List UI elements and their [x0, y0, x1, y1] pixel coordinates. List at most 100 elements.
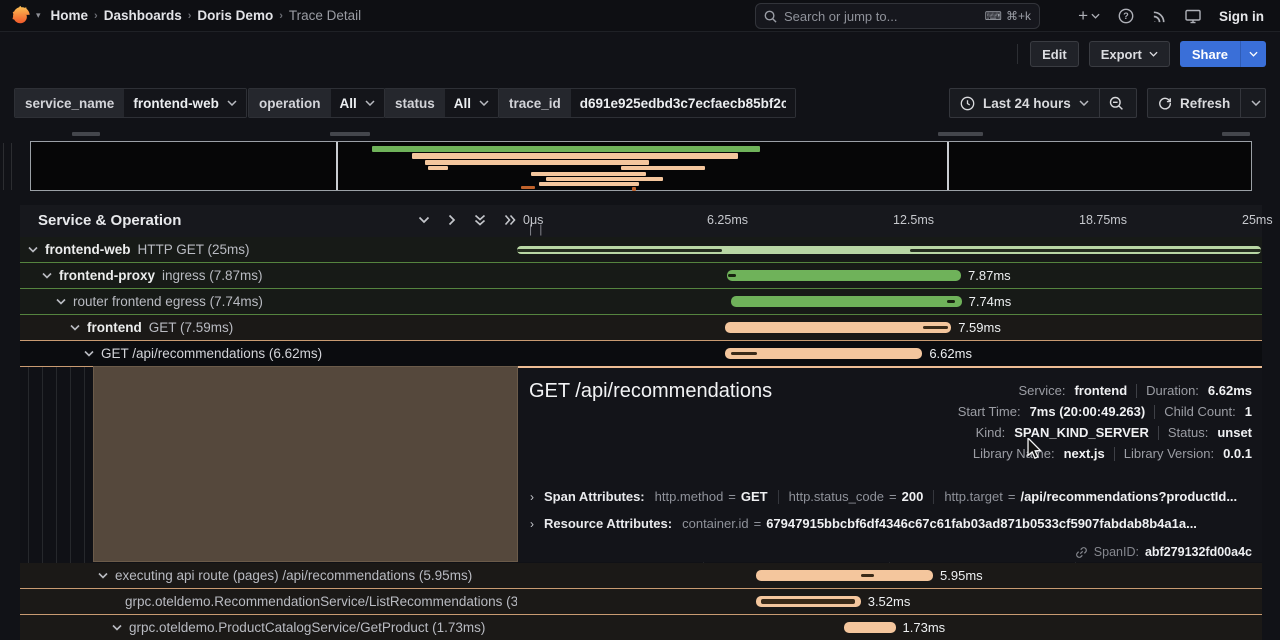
help-button[interactable]: ?	[1118, 8, 1134, 24]
breadcrumb-separator-icon: ›	[187, 9, 192, 22]
chevron-down-icon	[1091, 13, 1100, 19]
expand-all-icon[interactable]	[504, 214, 516, 226]
span-duration-label: 1.73ms	[902, 620, 946, 635]
span-detail-expanded-region[interactable]	[93, 366, 518, 562]
span-detail-title: GET /api/recommendations	[529, 380, 773, 402]
resource-attributes-row[interactable]: › Resource Attributes: container.id = 6794…	[530, 516, 1252, 531]
refresh-button[interactable]: Refresh	[1148, 89, 1240, 117]
column-resize-handle[interactable]: ❘❘	[526, 224, 547, 236]
rss-icon	[1153, 10, 1165, 22]
span-bar[interactable]	[755, 596, 861, 607]
span-meta-line-2: Start Time: 7ms (20:00:49.263) Child Coun…	[957, 404, 1252, 419]
top-navbar: ▾ Home › Dashboards › Doris Demo › Trace…	[0, 0, 1280, 32]
collapse-all-icon[interactable]	[474, 214, 486, 226]
expand-one-icon[interactable]	[448, 214, 456, 226]
span-operation: GET (7.59ms)	[148, 320, 234, 335]
operation-select[interactable]: All	[330, 89, 384, 117]
span-row-frontend-web[interactable]: frontend-web HTTP GET (25ms)	[20, 237, 1262, 263]
span-operation: grpc.oteldemo.ProductCatalogService/GetP…	[129, 620, 486, 635]
chevron-down-icon	[1079, 100, 1089, 106]
service-name-label: service_name	[15, 89, 125, 117]
add-new-button[interactable]: +	[1078, 6, 1100, 26]
share-split-button: Share	[1179, 41, 1266, 67]
span-bar[interactable]	[726, 270, 961, 281]
span-id-row[interactable]: SpanID: abf279132fd00a4c	[1075, 545, 1252, 559]
span-service: frontend-web	[45, 242, 131, 257]
share-menu-button[interactable]	[1240, 41, 1266, 67]
refresh-icon	[1159, 97, 1171, 110]
svg-text:?: ?	[1123, 11, 1129, 21]
news-button[interactable]	[1152, 9, 1167, 24]
time-range-picker[interactable]: Last 24 hours	[950, 89, 1099, 117]
monitor-icon	[1185, 9, 1201, 23]
span-bar[interactable]	[725, 348, 923, 359]
status-select[interactable]: All	[444, 89, 499, 117]
span-attributes-row[interactable]: › Span Attributes: http.method = GET http.…	[530, 489, 1252, 504]
minimap-bar	[425, 160, 649, 165]
span-duration-label: 3.52ms	[867, 594, 911, 609]
minimap-selection-handle-left[interactable]	[336, 142, 338, 190]
breadcrumb-dashboards[interactable]: Dashboards	[103, 8, 182, 23]
display-button[interactable]	[1185, 9, 1201, 24]
refresh-group: Refresh	[1147, 88, 1266, 118]
edit-button[interactable]: Edit	[1030, 41, 1079, 67]
breadcrumb-trace-detail: Trace Detail	[288, 8, 362, 23]
trace-timeline-minimap[interactable]	[30, 141, 1252, 191]
zoom-out-icon	[1109, 96, 1123, 110]
chevron-down-icon[interactable]	[70, 324, 80, 331]
search-icon	[764, 10, 777, 23]
collapse-one-icon[interactable]	[418, 216, 430, 224]
mouse-cursor	[1027, 438, 1042, 460]
span-row-get-api-recommendations[interactable]: GET /api/recommendations (6.62ms) 6.62ms	[20, 341, 1262, 367]
span-bar[interactable]	[517, 246, 1261, 254]
chevron-down-icon[interactable]	[42, 272, 52, 279]
zoom-out-button[interactable]	[1098, 89, 1133, 117]
share-button[interactable]: Share	[1191, 46, 1228, 62]
axis-tick-0: 0μs	[523, 213, 544, 227]
service-name-filter: service_name frontend-web	[14, 88, 247, 118]
export-button[interactable]: Export	[1088, 41, 1170, 67]
minimap-selection-handle-right[interactable]	[947, 142, 949, 190]
span-duration-label: 7.59ms	[958, 320, 1001, 335]
span-bar[interactable]	[755, 570, 934, 581]
breadcrumb-home[interactable]: Home	[50, 8, 89, 23]
span-service: frontend	[87, 320, 142, 335]
span-bar[interactable]	[844, 622, 896, 633]
span-duration-label: 7.87ms	[968, 268, 1011, 283]
span-row-frontend-proxy[interactable]: frontend-proxy ingress (7.87ms) 7.87ms	[20, 263, 1262, 289]
expand-arrow-icon: ›	[530, 489, 534, 504]
sign-in-button[interactable]: Sign in	[1219, 8, 1264, 24]
span-row-get-product[interactable]: grpc.oteldemo.ProductCatalogService/GetP…	[20, 615, 1262, 640]
chevron-down-icon[interactable]	[112, 624, 122, 631]
minimap-tick-label	[72, 132, 100, 136]
minimap-bar	[621, 166, 705, 170]
refresh-interval-button[interactable]	[1240, 89, 1271, 117]
span-operation: grpc.oteldemo.RecommendationService/List…	[125, 594, 517, 609]
trace-id-filter: trace_id d691e925edbd3c7ecfaecb85bf2c	[498, 88, 796, 118]
axis-tick-4: 25ms	[1242, 213, 1273, 227]
chevron-down-icon[interactable]	[28, 246, 38, 253]
plus-icon: +	[1078, 6, 1088, 25]
span-bar[interactable]	[731, 296, 962, 307]
span-bar[interactable]	[725, 322, 952, 333]
chevron-down-icon[interactable]	[98, 572, 108, 579]
chevron-down-icon[interactable]	[84, 350, 94, 357]
logo-chevron-icon[interactable]: ▾	[36, 10, 41, 20]
chevron-down-icon	[227, 100, 237, 106]
breadcrumb-separator-icon: ›	[94, 9, 98, 22]
span-row-frontend[interactable]: frontend GET (7.59ms) 7.59ms	[20, 315, 1262, 341]
operation-label: operation	[249, 89, 331, 117]
span-row-executing-api-route[interactable]: executing api route (pages) /api/recomme…	[20, 563, 1262, 589]
span-row-router-egress[interactable]: router frontend egress (7.74ms) 7.74ms	[20, 289, 1262, 315]
search-input[interactable]: Search or jump to... ⌨ ⌘+k	[755, 3, 1040, 29]
chevron-down-icon	[365, 100, 375, 106]
dashboard-toolbar: Edit Export Share	[1017, 40, 1280, 68]
service-name-select[interactable]: frontend-web	[124, 89, 246, 117]
chevron-down-icon[interactable]	[56, 298, 66, 305]
trace-id-input[interactable]: d691e925edbd3c7ecfaecb85bf2c	[570, 89, 795, 117]
minimap-bar	[428, 166, 448, 170]
breadcrumb-doris-demo[interactable]: Doris Demo	[197, 8, 274, 23]
grafana-logo-icon[interactable]	[10, 5, 32, 27]
span-id-value: abf279132fd00a4c	[1144, 545, 1252, 559]
span-row-list-recommendations[interactable]: grpc.oteldemo.RecommendationService/List…	[20, 589, 1262, 615]
